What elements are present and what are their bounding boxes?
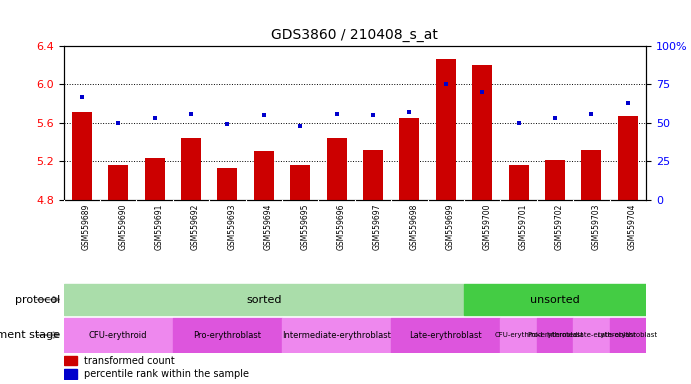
- Text: transformed count: transformed count: [84, 356, 175, 366]
- Text: GSM559702: GSM559702: [555, 204, 564, 250]
- Text: GSM559692: GSM559692: [191, 204, 200, 250]
- Text: GSM559703: GSM559703: [591, 204, 600, 250]
- Bar: [327, 138, 347, 200]
- Point: [76, 94, 87, 100]
- Bar: [181, 138, 201, 200]
- Bar: [545, 160, 565, 200]
- Text: sorted: sorted: [246, 295, 281, 305]
- Text: Intermediate-erythroblast: Intermediate-erythroblast: [282, 331, 391, 339]
- Text: CFU-erythroid: CFU-erythroid: [89, 331, 147, 339]
- Point: [623, 100, 634, 106]
- Bar: [618, 116, 638, 200]
- Bar: [363, 150, 383, 200]
- Bar: [64, 356, 77, 366]
- Point: [258, 112, 269, 118]
- Text: GSM559691: GSM559691: [155, 204, 164, 250]
- Text: CFU-erythroid: CFU-erythroid: [495, 332, 543, 338]
- Bar: [64, 369, 77, 379]
- Text: GSM559696: GSM559696: [337, 204, 346, 250]
- Text: Pro-erythroblast: Pro-erythroblast: [193, 331, 261, 339]
- Bar: [282, 318, 391, 353]
- Point: [549, 115, 560, 121]
- Text: development stage: development stage: [0, 330, 60, 340]
- Point: [222, 121, 233, 127]
- Text: unsorted: unsorted: [530, 295, 580, 305]
- Point: [586, 111, 597, 117]
- Point: [477, 89, 488, 95]
- Text: GSM559689: GSM559689: [82, 204, 91, 250]
- Point: [368, 112, 379, 118]
- Bar: [72, 112, 92, 200]
- Text: GSM559690: GSM559690: [118, 204, 127, 250]
- Text: GSM559698: GSM559698: [410, 204, 419, 250]
- Point: [149, 115, 160, 121]
- Bar: [391, 318, 500, 353]
- Bar: [290, 165, 310, 200]
- Bar: [108, 165, 129, 200]
- Bar: [464, 284, 646, 315]
- Text: GSM559701: GSM559701: [519, 204, 528, 250]
- Bar: [64, 318, 173, 353]
- Text: GSM559693: GSM559693: [227, 204, 236, 250]
- Bar: [64, 284, 464, 315]
- Point: [513, 120, 524, 126]
- Bar: [574, 318, 609, 353]
- Bar: [581, 150, 601, 200]
- Text: GSM559700: GSM559700: [482, 204, 491, 250]
- Point: [113, 120, 124, 126]
- Text: GSM559695: GSM559695: [300, 204, 309, 250]
- Bar: [472, 65, 492, 200]
- Point: [185, 111, 196, 117]
- Point: [331, 111, 342, 117]
- Bar: [436, 59, 456, 200]
- Bar: [173, 318, 282, 353]
- Bar: [509, 165, 529, 200]
- Bar: [609, 318, 646, 353]
- Point: [404, 109, 415, 115]
- Bar: [399, 118, 419, 200]
- Bar: [537, 318, 574, 353]
- Text: GSM559694: GSM559694: [264, 204, 273, 250]
- Bar: [254, 151, 274, 200]
- Point: [440, 81, 451, 88]
- Text: Intermediate-erythroblast: Intermediate-erythroblast: [547, 332, 636, 338]
- Text: percentile rank within the sample: percentile rank within the sample: [84, 369, 249, 379]
- Title: GDS3860 / 210408_s_at: GDS3860 / 210408_s_at: [272, 28, 438, 42]
- Text: Pro-erythroblast: Pro-erythroblast: [527, 332, 583, 338]
- Text: GSM559704: GSM559704: [628, 204, 637, 250]
- Point: [294, 123, 305, 129]
- Text: GSM559697: GSM559697: [373, 204, 382, 250]
- Bar: [144, 158, 164, 200]
- Text: GSM559699: GSM559699: [446, 204, 455, 250]
- Bar: [218, 168, 238, 200]
- Text: Late-erythroblast: Late-erythroblast: [410, 331, 482, 339]
- Bar: [500, 318, 537, 353]
- Text: protocol: protocol: [15, 295, 60, 305]
- Text: Late-erythroblast: Late-erythroblast: [598, 332, 658, 338]
